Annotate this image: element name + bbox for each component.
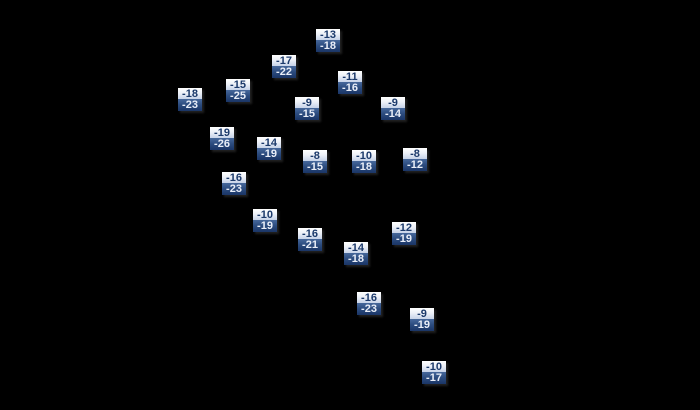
high-temp-value: -14 [257, 137, 281, 149]
temp-station-label[interactable]: -10 -17 [422, 361, 446, 384]
low-temp-value: -19 [392, 233, 416, 245]
temp-station-label[interactable]: -16 -21 [298, 228, 322, 251]
high-temp-value: -10 [422, 361, 446, 373]
temp-station-label[interactable]: -15 -25 [226, 79, 250, 102]
low-temp-value: -21 [298, 239, 322, 251]
temp-station-label[interactable]: -18 -23 [178, 88, 202, 111]
low-temp-value: -18 [352, 161, 376, 173]
temp-station-label[interactable]: -17 -22 [272, 55, 296, 78]
temp-station-label[interactable]: -10 -19 [253, 209, 277, 232]
high-temp-value: -19 [210, 127, 234, 139]
high-temp-value: -16 [298, 228, 322, 240]
low-temp-value: -16 [338, 82, 362, 94]
high-temp-value: -8 [403, 148, 427, 160]
low-temp-value: -14 [381, 108, 405, 120]
temp-station-label[interactable]: -13 -18 [316, 29, 340, 52]
temp-station-label[interactable]: -16 -23 [222, 172, 246, 195]
low-temp-value: -22 [272, 66, 296, 78]
high-temp-value: -11 [338, 71, 362, 83]
high-temp-value: -9 [410, 308, 434, 320]
low-temp-value: -23 [178, 99, 202, 111]
temp-station-label[interactable]: -19 -26 [210, 127, 234, 150]
low-temp-value: -12 [403, 159, 427, 171]
low-temp-value: -18 [316, 40, 340, 52]
high-temp-value: -8 [303, 150, 327, 162]
low-temp-value: -23 [222, 183, 246, 195]
temp-station-label[interactable]: -10 -18 [352, 150, 376, 173]
high-temp-value: -17 [272, 55, 296, 67]
high-temp-value: -12 [392, 222, 416, 234]
temp-station-label[interactable]: -8 -15 [303, 150, 327, 173]
temp-station-label[interactable]: -12 -19 [392, 222, 416, 245]
temp-station-label[interactable]: -14 -18 [344, 242, 368, 265]
low-temp-value: -25 [226, 90, 250, 102]
high-temp-value: -16 [222, 172, 246, 184]
low-temp-value: -18 [344, 253, 368, 265]
low-temp-value: -23 [357, 303, 381, 315]
temp-station-label[interactable]: -11 -16 [338, 71, 362, 94]
high-temp-value: -13 [316, 29, 340, 41]
low-temp-value: -19 [257, 148, 281, 160]
high-temp-value: -18 [178, 88, 202, 100]
high-temp-value: -14 [344, 242, 368, 254]
temp-station-label[interactable]: -16 -23 [357, 292, 381, 315]
temp-station-label[interactable]: -9 -14 [381, 97, 405, 120]
high-temp-value: -9 [295, 97, 319, 109]
high-temp-value: -10 [253, 209, 277, 221]
temp-station-label[interactable]: -8 -12 [403, 148, 427, 171]
low-temp-value: -26 [210, 138, 234, 150]
high-temp-value: -10 [352, 150, 376, 162]
high-temp-value: -15 [226, 79, 250, 91]
temp-station-label[interactable]: -14 -19 [257, 137, 281, 160]
low-temp-value: -17 [422, 372, 446, 384]
temp-station-label[interactable]: -9 -19 [410, 308, 434, 331]
low-temp-value: -15 [303, 161, 327, 173]
temp-station-label[interactable]: -9 -15 [295, 97, 319, 120]
low-temp-value: -19 [410, 319, 434, 331]
high-temp-value: -9 [381, 97, 405, 109]
low-temp-value: -19 [253, 220, 277, 232]
high-temp-value: -16 [357, 292, 381, 304]
low-temp-value: -15 [295, 108, 319, 120]
